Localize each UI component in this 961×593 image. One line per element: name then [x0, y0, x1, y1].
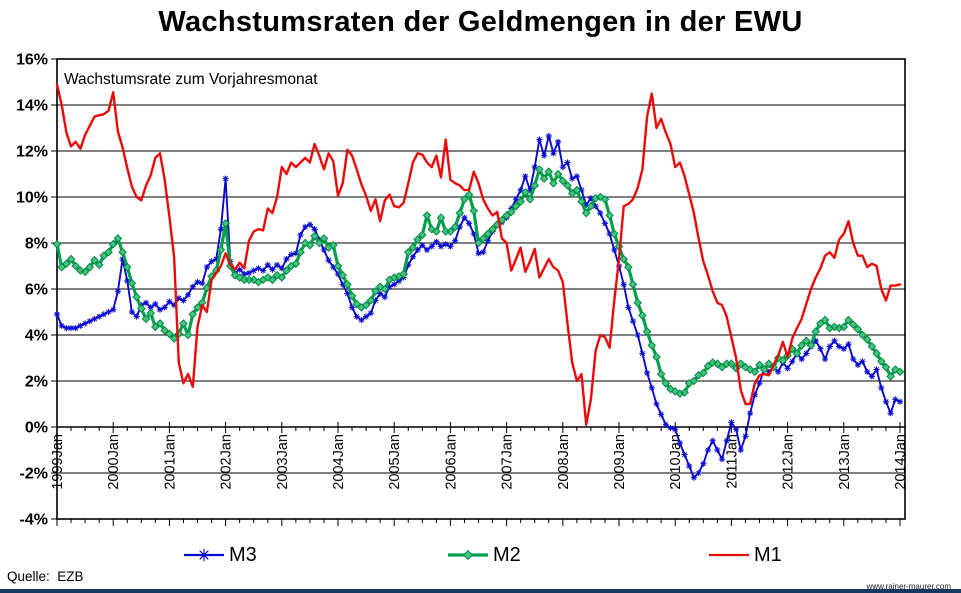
y-tick-label: 12% — [16, 144, 48, 161]
x-tick-label: 2011Jan — [724, 434, 740, 489]
y-tick-label: 2% — [25, 374, 48, 391]
y-tick-label: 14% — [16, 98, 48, 115]
legend-label-m1: M1 — [754, 543, 782, 566]
y-tick-label: -4% — [20, 512, 48, 529]
x-tick-label: 2006Jan — [443, 434, 459, 490]
x-tick-label: 2004Jan — [331, 434, 347, 490]
watermark: www.rainer-maurer.com — [866, 582, 951, 591]
x-tick-label: 2003Jan — [275, 434, 291, 490]
y-tick-label: 4% — [25, 328, 48, 345]
legend-label-m2: M2 — [493, 543, 521, 566]
chart-title: Wachstumsraten der Geldmengen in der EWU — [158, 6, 803, 38]
y-tick-label: 6% — [25, 282, 48, 299]
legend-item-m3: M3 — [183, 540, 257, 570]
source-label: Quelle: EZB — [7, 569, 84, 584]
x-tick-label: 2007Jan — [500, 434, 516, 490]
y-tick-label: 8% — [25, 236, 48, 253]
x-tick-label: 2012Jan — [781, 434, 797, 490]
m2-legend-marker-icon — [447, 544, 489, 566]
x-tick-label: 2013Jan — [837, 434, 853, 490]
x-tick-label: 2008Jan — [556, 434, 572, 490]
y-tick-label: 10% — [16, 190, 48, 207]
m3-legend-marker-icon — [183, 544, 225, 566]
legend-item-m1: M1 — [708, 540, 782, 570]
x-tick-label: 2014Jan — [893, 434, 909, 490]
x-tick-label: 2001Jan — [162, 434, 178, 490]
legend-item-m2: M2 — [447, 540, 521, 570]
x-tick-label: 2005Jan — [387, 434, 403, 490]
plot-area: 16% 14% 12% 10% 8% 6% 4% 2% 0% -2% -4% 1999Jan 2000J… — [16, 52, 909, 529]
m2-line — [55, 167, 902, 396]
x-tick-label: 1999Jan — [50, 434, 66, 490]
y-tick-label: 16% — [16, 52, 48, 69]
x-tick-label: 2009Jan — [612, 434, 628, 490]
x-tick-label: 2010Jan — [668, 434, 684, 490]
bottom-bar — [0, 589, 961, 593]
x-tick-label: 2000Jan — [106, 434, 122, 490]
plot-annotation: Wachstumsrate zum Vorjahresmonat — [64, 71, 318, 88]
y-tick-label: 0% — [25, 420, 48, 437]
legend-label-m3: M3 — [229, 543, 257, 566]
m1-legend-marker-icon — [708, 544, 750, 566]
m1-line — [55, 83, 902, 426]
y-tick-label: -2% — [20, 466, 48, 483]
legend: M3 M2 M1 — [0, 540, 961, 570]
x-tick-label: 2002Jan — [219, 434, 235, 490]
